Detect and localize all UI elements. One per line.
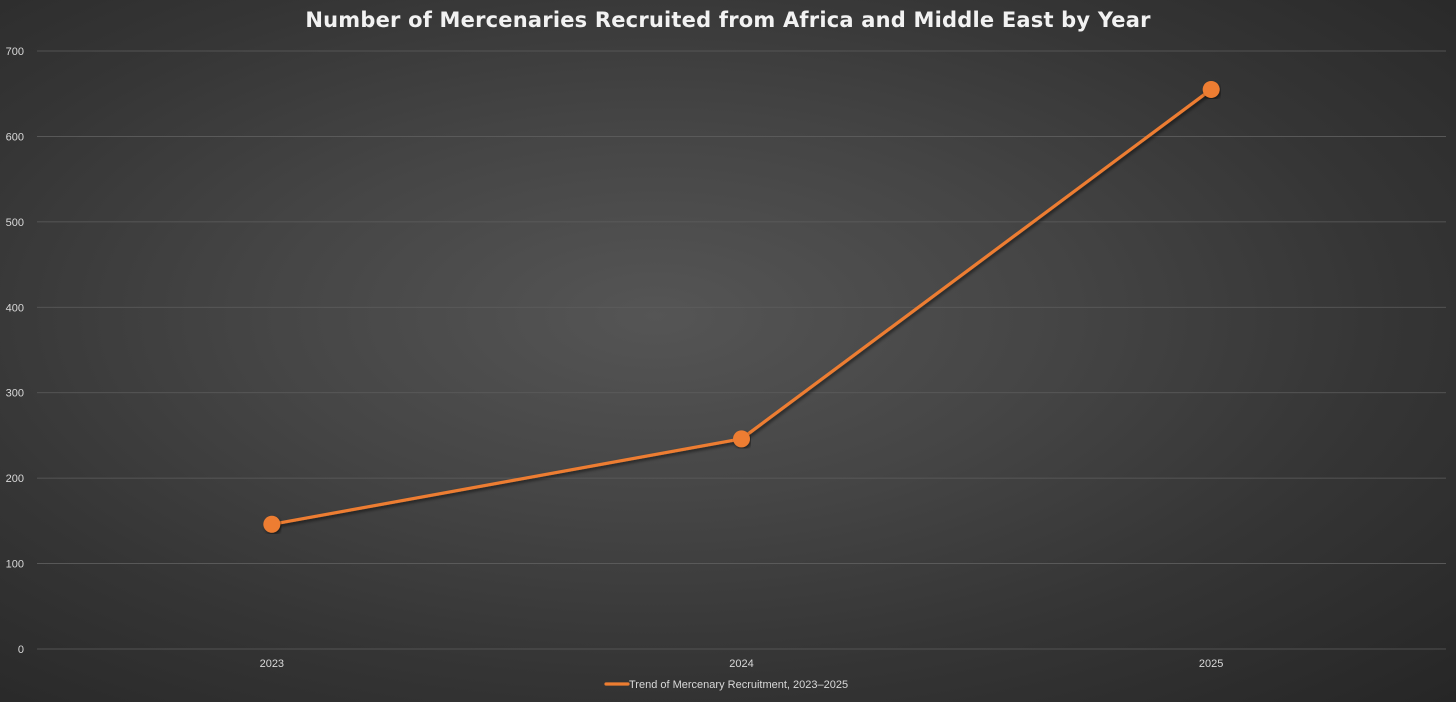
y-tick-label: 400 <box>6 302 24 314</box>
data-point-2025 <box>1202 80 1220 98</box>
y-tick-label: 100 <box>6 559 24 571</box>
y-tick-label: 600 <box>6 131 24 143</box>
x-axis-ticks: 2023 2024 2025 <box>260 658 1224 670</box>
series <box>263 80 1220 533</box>
y-axis-ticks: 0 100 200 300 400 500 600 700 <box>6 46 24 656</box>
y-tick-label: 200 <box>6 473 24 485</box>
legend: Trend of Mercenary Recruitment, 2023–202… <box>604 679 848 691</box>
chart-title: Number of Mercenaries Recruited from Afr… <box>305 8 1151 32</box>
y-tick-label: 0 <box>18 644 24 656</box>
y-tick-label: 700 <box>6 46 24 58</box>
x-tick-label: 2025 <box>1199 658 1223 670</box>
series-line <box>270 87 1213 526</box>
legend-label: Trend of Mercenary Recruitment, 2023–202… <box>629 679 848 691</box>
data-point-2024 <box>733 430 750 448</box>
y-tick-label: 300 <box>6 388 24 400</box>
y-tick-label: 500 <box>6 217 24 229</box>
data-point-2023 <box>263 515 281 533</box>
x-tick-label: 2023 <box>260 658 284 670</box>
gridlines <box>37 50 1446 650</box>
x-tick-label: 2024 <box>729 658 753 670</box>
